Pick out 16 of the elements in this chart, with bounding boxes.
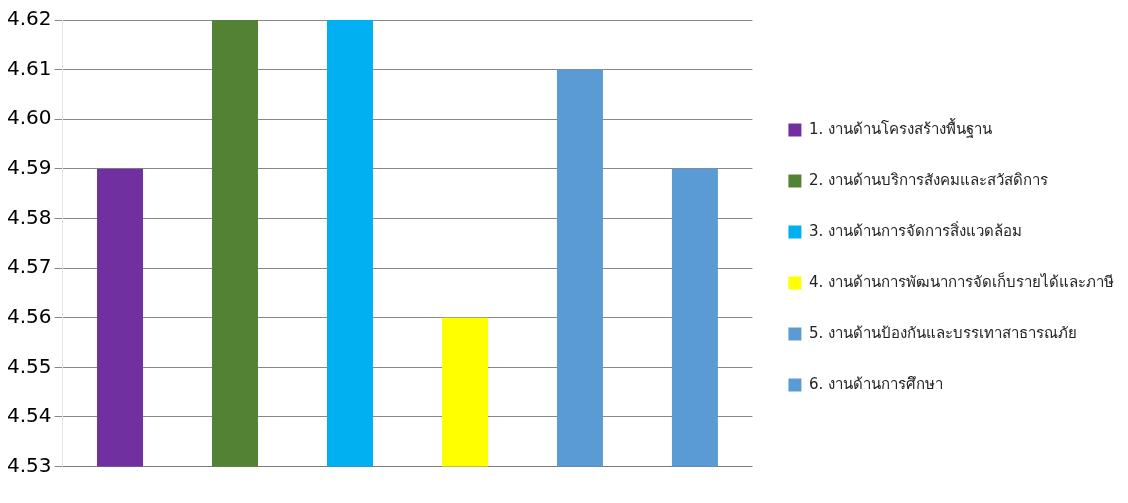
legend-label: 6. งานด้านการศึกษา — [808, 374, 944, 393]
legend-label: 1. งานด้านโครงสร้างพื้นฐาน — [808, 117, 993, 138]
y-tick-label: 4.54 — [7, 403, 52, 428]
y-tick-label: 4.57 — [7, 254, 52, 279]
legend-label: 3. งานด้านการจัดการสิ่งแวดล้อม — [808, 219, 1023, 240]
y-tick-label: 4.53 — [7, 452, 52, 477]
legend-label: 4. งานด้านการพัฒนาการจัดเก็บรายได้และภาษี — [808, 271, 1115, 291]
y-tick-label: 4.61 — [7, 55, 52, 80]
y-tick-label: 4.59 — [7, 155, 52, 180]
y-tick-label: 4.58 — [7, 204, 52, 229]
y-tick-label: 4.62 — [7, 6, 52, 31]
y-tick-label: 4.55 — [7, 353, 52, 378]
y-tick-label: 4.60 — [7, 105, 52, 130]
y-tick-label: 4.56 — [7, 303, 52, 328]
legend-label: 2. งานด้านบริการสังคมและสวัสดิการ — [808, 170, 1049, 189]
legend-label: 5. งานด้านป้องกันและบรรเทาสาธารณภัย — [808, 323, 1078, 342]
